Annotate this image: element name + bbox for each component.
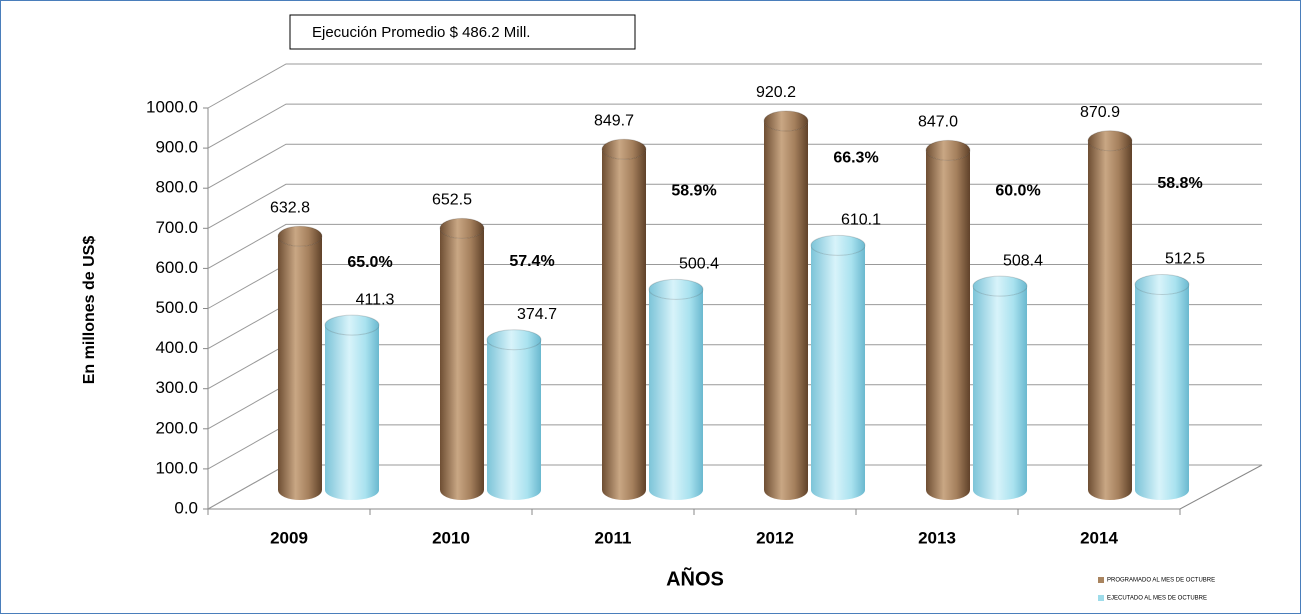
ratio-label: 65.0% bbox=[347, 254, 392, 271]
bar-programado bbox=[602, 149, 646, 500]
bar-programado bbox=[440, 228, 484, 500]
y-tick-label: 1000.0 bbox=[146, 97, 198, 116]
legend-swatch bbox=[1098, 577, 1104, 583]
x-tick-label: 2010 bbox=[432, 528, 470, 547]
bar-ejecutado-top bbox=[486, 329, 542, 351]
bar-ejecutado bbox=[811, 245, 865, 500]
x-axis-label: AÑOS bbox=[666, 567, 724, 590]
data-label: 374.7 bbox=[517, 306, 557, 323]
bar-ejecutado-top bbox=[972, 275, 1028, 297]
x-tick-label: 2009 bbox=[270, 528, 308, 547]
bar-programado-top bbox=[277, 225, 323, 247]
bar-ejecutado-top bbox=[324, 314, 380, 336]
data-label: 849.7 bbox=[594, 112, 634, 129]
legend-swatch bbox=[1098, 595, 1104, 601]
bar-ejecutado bbox=[973, 286, 1027, 500]
annotation-box bbox=[289, 14, 636, 50]
x-tick-label: 2013 bbox=[918, 528, 956, 547]
bar-programado bbox=[926, 150, 970, 500]
y-tick-label: 200.0 bbox=[155, 418, 198, 437]
y-tick-label: 300.0 bbox=[155, 378, 198, 397]
bar-programado-top bbox=[601, 138, 647, 160]
grid-line bbox=[207, 103, 1262, 149]
data-label: 500.4 bbox=[679, 256, 719, 273]
bar-programado bbox=[1088, 140, 1132, 500]
bar-programado bbox=[764, 120, 808, 500]
bar-ejecutado bbox=[325, 325, 379, 500]
bar-ejecutado bbox=[487, 339, 541, 500]
bar-programado-top bbox=[439, 217, 485, 239]
bar-ejecutado bbox=[1135, 284, 1189, 500]
data-label: 411.3 bbox=[356, 291, 395, 308]
ratio-label: 58.9% bbox=[671, 183, 716, 200]
y-tick-label: 900.0 bbox=[155, 138, 198, 157]
y-tick-label: 800.0 bbox=[155, 178, 198, 197]
data-label: 610.1 bbox=[841, 212, 881, 229]
ratio-label: 58.8% bbox=[1157, 175, 1202, 192]
x-tick-label: 2011 bbox=[595, 528, 632, 547]
y-tick-label: 0.0 bbox=[174, 498, 198, 517]
ratio-label: 57.4% bbox=[509, 253, 554, 270]
y-tick-label: 600.0 bbox=[155, 258, 198, 277]
ratio-label: 60.0% bbox=[995, 182, 1040, 199]
bar-programado bbox=[278, 236, 322, 500]
data-label: 847.0 bbox=[918, 114, 958, 131]
legend-label: EJECUTADO AL MES DE OCTUBRE bbox=[1107, 596, 1207, 602]
grid-line bbox=[207, 63, 1262, 109]
annotation: Ejecución Promedio $ 486.2 Mill. bbox=[312, 24, 530, 41]
bar-ejecutado-top bbox=[1134, 273, 1190, 295]
data-label: 508.4 bbox=[1003, 252, 1043, 269]
data-label: 652.5 bbox=[432, 192, 472, 209]
x-tick-label: 2012 bbox=[756, 528, 794, 547]
y-tick-label: 100.0 bbox=[155, 458, 198, 477]
bar-ejecutado-top bbox=[810, 234, 866, 256]
data-label: 512.5 bbox=[1165, 251, 1205, 268]
x-tick-label: 2014 bbox=[1080, 528, 1118, 547]
bar-ejecutado-top bbox=[648, 278, 704, 300]
bar-programado-top bbox=[1087, 130, 1133, 152]
data-label: 920.2 bbox=[756, 84, 796, 101]
bar-programado-top bbox=[925, 139, 971, 161]
y-axis-label: En millones de US$ bbox=[81, 236, 98, 385]
data-label: 632.8 bbox=[270, 199, 310, 216]
legend-label: PROGRAMADO AL MES DE OCTUBRE bbox=[1107, 578, 1215, 584]
y-tick-label: 400.0 bbox=[155, 338, 198, 357]
data-label: 870.9 bbox=[1080, 104, 1120, 121]
bar-programado-top bbox=[763, 110, 809, 132]
bar-ejecutado bbox=[649, 289, 703, 500]
y-tick-label: 700.0 bbox=[155, 218, 198, 237]
y-tick-label: 500.0 bbox=[155, 298, 198, 317]
ratio-label: 66.3% bbox=[833, 150, 878, 167]
